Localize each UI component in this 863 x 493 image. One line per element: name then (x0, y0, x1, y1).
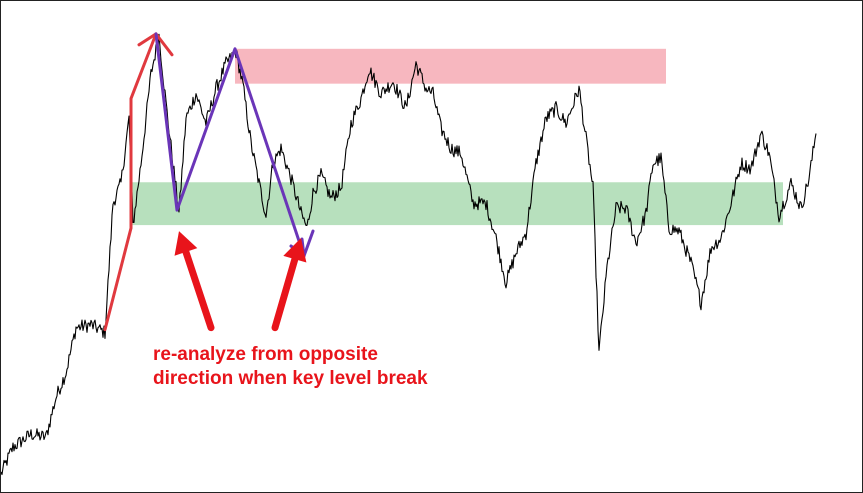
analysis-legs (154, 32, 315, 258)
pointer-arrow-head-2 (283, 238, 307, 263)
annotation-text: re-analyze from opposite direction when … (153, 343, 428, 391)
annotation-line-2: direction when key level break (153, 368, 428, 389)
annotation-line-1: re-analyze from opposite (153, 344, 378, 365)
price-layer (1, 33, 817, 476)
arrows-layer (174, 231, 307, 332)
pointer-arrow-shaft-1 (182, 248, 215, 332)
pointer-arrow-head-1 (174, 231, 198, 256)
pointer-arrow-shaft-2 (271, 255, 299, 332)
supply-zone (235, 48, 666, 84)
price-line (1, 33, 817, 476)
demand-zone (131, 182, 783, 226)
zones-layer (131, 48, 783, 226)
impulse-legs (103, 32, 158, 332)
